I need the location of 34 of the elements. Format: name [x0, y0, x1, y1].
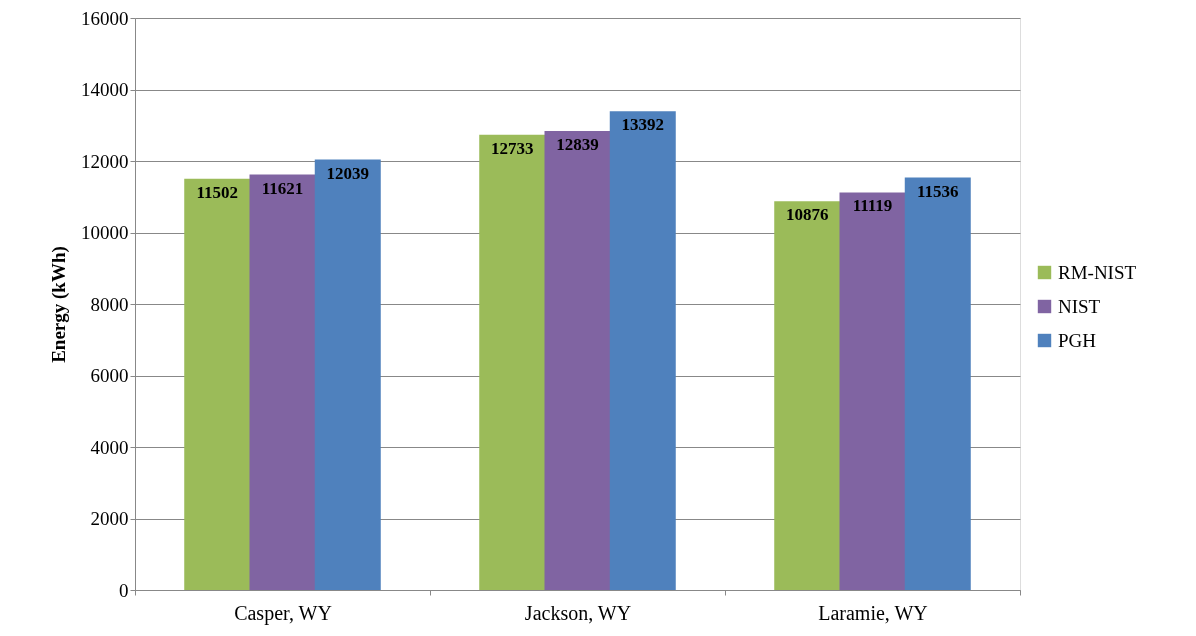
- y-axis-title: Energy (kWh): [48, 246, 70, 363]
- y-tick-label: 10000: [81, 222, 129, 243]
- bar: [184, 178, 251, 590]
- y-tick-label: 12000: [81, 150, 129, 172]
- legend-label: NIST: [1058, 295, 1101, 317]
- bar: [904, 177, 971, 590]
- y-tick-label: 4000: [90, 436, 129, 458]
- legend-label: RM-NIST: [1058, 261, 1137, 283]
- y-tick-label: 6000: [90, 365, 129, 386]
- data-label: 12039: [326, 163, 370, 183]
- bar: [544, 131, 611, 590]
- y-tick-label: 0: [119, 579, 129, 601]
- bar: [839, 192, 906, 590]
- x-tick-label: Laramie, WY: [818, 601, 928, 624]
- data-label: 11502: [196, 182, 239, 202]
- x-tick-label: Casper, WY: [234, 601, 332, 625]
- bar: [609, 111, 676, 590]
- y-tick-label: 2000: [90, 508, 129, 529]
- data-label: 12733: [490, 138, 534, 158]
- data-label: 11536: [916, 181, 959, 201]
- data-label: 13392: [621, 115, 665, 135]
- bar: [774, 201, 841, 590]
- bar: [479, 134, 546, 590]
- data-label: 12839: [556, 135, 599, 155]
- y-tick-label: 8000: [90, 293, 129, 315]
- legend-label: PGH: [1058, 329, 1097, 351]
- bar: [314, 159, 381, 590]
- data-label: 10876: [785, 205, 829, 225]
- bar: [249, 174, 316, 590]
- y-tick-label: 16000: [81, 7, 129, 29]
- data-label: 11119: [852, 196, 893, 216]
- x-tick-label: Jackson, WY: [524, 601, 632, 624]
- y-tick-label: 14000: [81, 79, 129, 100]
- data-label: 11621: [261, 178, 304, 198]
